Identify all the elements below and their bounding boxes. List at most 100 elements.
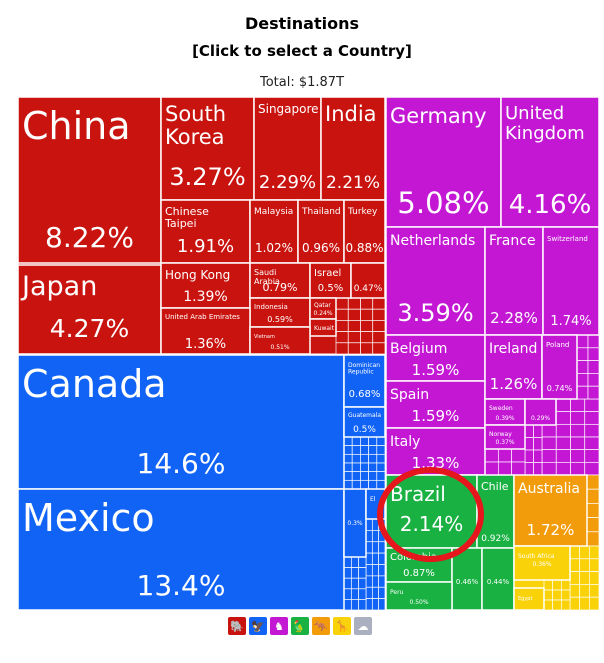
small-country-tile[interactable] bbox=[360, 320, 374, 332]
small-country-tile[interactable] bbox=[351, 479, 361, 490]
north-america-icon[interactable]: 🦅 bbox=[249, 617, 267, 635]
small-country-tile[interactable] bbox=[541, 449, 557, 463]
small-country-tile[interactable] bbox=[560, 579, 571, 591]
small-country-tile[interactable] bbox=[552, 589, 562, 601]
small-country-tile[interactable] bbox=[378, 598, 386, 611]
small-country-tile[interactable] bbox=[576, 347, 589, 361]
country-tile[interactable] bbox=[484, 424, 526, 450]
small-country-tile[interactable] bbox=[584, 398, 600, 413]
small-country-tile[interactable] bbox=[350, 577, 360, 590]
small-country-tile[interactable] bbox=[555, 423, 571, 438]
small-country-tile[interactable] bbox=[335, 297, 349, 310]
small-country-tile[interactable] bbox=[560, 599, 571, 611]
small-country-tile[interactable] bbox=[376, 445, 386, 455]
small-country-tile[interactable] bbox=[541, 423, 557, 438]
small-country-tile[interactable] bbox=[570, 449, 586, 463]
small-country-tile[interactable] bbox=[579, 545, 590, 560]
small-country-tile[interactable] bbox=[360, 297, 374, 310]
small-country-tile[interactable] bbox=[347, 320, 361, 332]
country-tile[interactable] bbox=[249, 199, 299, 264]
country-tile[interactable] bbox=[17, 264, 162, 355]
small-country-tile[interactable] bbox=[360, 462, 369, 473]
small-country-tile[interactable] bbox=[579, 558, 590, 572]
country-tile[interactable] bbox=[541, 334, 578, 400]
small-country-tile[interactable] bbox=[587, 385, 600, 400]
small-country-tile[interactable] bbox=[335, 308, 349, 321]
small-country-tile[interactable] bbox=[371, 575, 380, 588]
small-country-tile[interactable] bbox=[343, 577, 352, 590]
small-country-tile[interactable] bbox=[376, 479, 386, 490]
small-country-tile[interactable] bbox=[371, 598, 380, 611]
small-country-tile[interactable] bbox=[365, 564, 373, 577]
small-country-tile[interactable] bbox=[584, 436, 600, 451]
small-country-tile[interactable] bbox=[587, 360, 600, 374]
country-tile[interactable] bbox=[320, 96, 386, 201]
small-country-tile[interactable] bbox=[351, 462, 361, 473]
small-country-tile[interactable] bbox=[350, 599, 360, 611]
small-country-tile[interactable] bbox=[576, 373, 589, 387]
small-country-tile[interactable] bbox=[376, 453, 386, 464]
small-country-tile[interactable] bbox=[586, 474, 600, 490]
small-country-tile[interactable] bbox=[372, 297, 386, 310]
small-country-tile[interactable] bbox=[555, 398, 571, 413]
small-country-tile[interactable] bbox=[570, 398, 586, 413]
small-country-tile[interactable] bbox=[350, 556, 360, 568]
small-country-tile[interactable] bbox=[360, 436, 369, 447]
small-country-tile[interactable] bbox=[371, 564, 380, 577]
small-country-tile[interactable] bbox=[343, 567, 352, 579]
small-country-tile[interactable] bbox=[497, 461, 513, 476]
small-country-tile[interactable] bbox=[378, 552, 386, 565]
small-country-tile[interactable] bbox=[360, 479, 369, 490]
small-country-tile[interactable] bbox=[335, 331, 349, 344]
country-tile[interactable] bbox=[385, 581, 453, 611]
small-country-tile[interactable] bbox=[586, 503, 600, 518]
small-country-tile[interactable] bbox=[376, 436, 386, 447]
small-country-tile[interactable] bbox=[343, 471, 353, 481]
country-tile[interactable] bbox=[343, 488, 367, 558]
country-tile[interactable] bbox=[350, 262, 386, 299]
small-country-tile[interactable] bbox=[484, 461, 499, 476]
country-tile[interactable] bbox=[160, 307, 251, 355]
small-country-tile[interactable] bbox=[351, 436, 361, 447]
small-country-tile[interactable] bbox=[372, 342, 386, 355]
small-country-tile[interactable] bbox=[376, 462, 386, 473]
small-country-tile[interactable] bbox=[347, 342, 361, 355]
country-tile[interactable] bbox=[484, 334, 543, 400]
small-country-tile[interactable] bbox=[343, 436, 353, 447]
small-country-tile[interactable] bbox=[358, 556, 367, 568]
small-country-tile[interactable] bbox=[587, 334, 600, 349]
small-country-tile[interactable] bbox=[360, 453, 369, 464]
africa-icon[interactable]: 🦒 bbox=[333, 617, 351, 635]
country-tile[interactable] bbox=[513, 545, 571, 581]
small-country-tile[interactable] bbox=[372, 331, 386, 344]
small-country-tile[interactable] bbox=[371, 586, 380, 599]
small-country-tile[interactable] bbox=[347, 297, 361, 310]
small-country-tile[interactable] bbox=[586, 517, 600, 533]
small-country-tile[interactable] bbox=[569, 596, 581, 611]
small-country-tile[interactable] bbox=[343, 556, 352, 568]
country-tile[interactable] bbox=[249, 297, 311, 328]
small-country-tile[interactable] bbox=[555, 411, 571, 425]
country-tile[interactable] bbox=[249, 262, 311, 299]
small-country-tile[interactable] bbox=[358, 599, 367, 611]
small-country-tile[interactable] bbox=[360, 308, 374, 321]
small-country-tile[interactable] bbox=[343, 453, 353, 464]
small-country-tile[interactable] bbox=[365, 552, 373, 565]
small-country-tile[interactable] bbox=[579, 596, 590, 611]
small-country-tile[interactable] bbox=[371, 552, 380, 565]
small-country-tile[interactable] bbox=[543, 589, 554, 601]
small-country-tile[interactable] bbox=[378, 575, 386, 588]
small-country-tile[interactable] bbox=[543, 579, 554, 591]
small-country-tile[interactable] bbox=[511, 448, 526, 463]
asia-icon[interactable]: 🐘 bbox=[228, 617, 246, 635]
small-country-tile[interactable] bbox=[368, 462, 378, 473]
small-country-tile[interactable] bbox=[555, 436, 571, 451]
small-country-tile[interactable] bbox=[351, 453, 361, 464]
small-country-tile[interactable] bbox=[511, 461, 526, 476]
other-icon[interactable]: ☁ bbox=[354, 617, 372, 635]
small-country-tile[interactable] bbox=[588, 571, 600, 585]
small-country-tile[interactable] bbox=[360, 471, 369, 481]
small-country-tile[interactable] bbox=[335, 342, 349, 355]
small-country-tile[interactable] bbox=[569, 584, 581, 598]
country-tile[interactable] bbox=[513, 587, 545, 611]
